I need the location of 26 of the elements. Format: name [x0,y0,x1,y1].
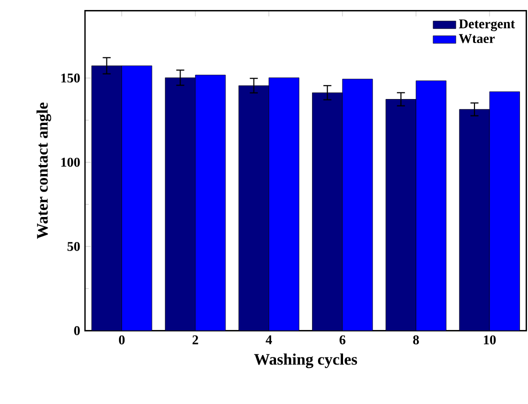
x-tick-label: 4 [266,335,272,344]
bar [238,86,269,331]
y-tick-label: 150 [61,74,80,83]
bar [386,99,416,331]
bar [165,78,196,331]
bar [312,92,342,331]
x-axis-title: Washing cycles [254,354,358,368]
bar [122,66,152,331]
bar [92,66,122,331]
x-tick-label: 0 [118,335,125,344]
legend-label: Wtaer [458,34,495,44]
bar [489,91,520,331]
y-tick-label: 0 [74,326,80,336]
bar [416,80,446,331]
x-tick-label: 2 [192,335,198,344]
bar [195,75,226,331]
legend-label: Detergent [458,19,515,32]
x-tick-label: 6 [340,335,346,344]
y-axis-title: Water contact angle [36,102,52,239]
y-tick-label: 100 [61,158,80,167]
x-tick-label: 8 [413,335,419,344]
x-tick-label: 10 [484,335,496,344]
y-tick-label: 50 [68,242,80,251]
bar [268,78,300,331]
bar [342,79,373,331]
bar [459,109,490,331]
